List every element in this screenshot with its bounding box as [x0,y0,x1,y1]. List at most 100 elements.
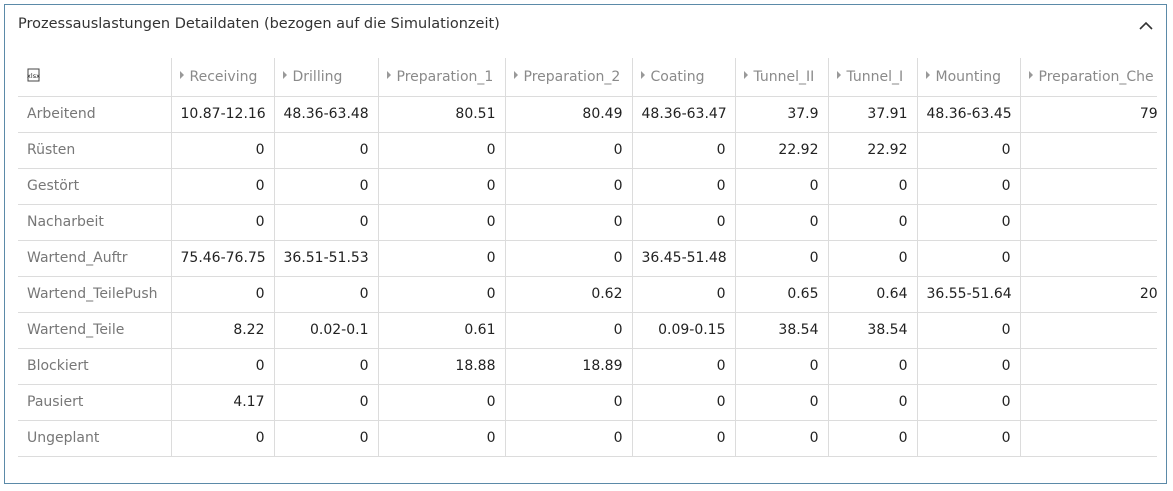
table-cell: 0 [917,348,1021,385]
table-cell: 0 [378,168,506,205]
table-cell: 0 [505,168,633,205]
table-cell: 0 [171,348,275,385]
excel-export-icon[interactable]: xlsx [26,68,42,82]
table-cell: 0 [735,420,829,457]
table-cell: 0 [917,168,1021,205]
table-cell: 0 [505,384,633,421]
table-cell: 0 [274,276,379,313]
table-cell: 10.87-12.16 [171,96,275,133]
table-cell: 36.45-51.48 [632,240,736,277]
table-cell: 0.62 [505,276,633,313]
column-header[interactable]: Receiving [171,58,275,97]
table-cell: 0 [632,132,736,169]
table-row: Wartend_Teile 8.22 0.02-0.1 0.61 0 0.09-0.15 3… [18,312,1157,349]
table-cell: 0 [917,204,1021,241]
table-cell: 0 [632,420,736,457]
table-row: Rüsten 0 0 0 0 0 22.92 22.92 0 [18,132,1157,169]
table-cell: 0 [274,384,379,421]
table-row: Arbeitend 10.87-12.16 48.36-63.48 80.51 80.4… [18,96,1157,133]
table-cell [1020,240,1157,277]
table-cell: 36.51-51.53 [274,240,379,277]
table-cell: 0 [828,384,918,421]
table-cell: 0 [274,348,379,385]
panel-title: Prozessauslastungen Detaildaten (bezogen… [18,16,500,32]
row-label: Rüsten [18,132,172,169]
table-cell: 0.09-0.15 [632,312,736,349]
table-cell: 0 [378,384,506,421]
table-cell: 0 [735,168,829,205]
table-cell: 38.54 [735,312,829,349]
collapse-button[interactable] [1139,21,1153,31]
table-cell: 0 [828,348,918,385]
table-cell: 0 [828,420,918,457]
table-cell: 0 [274,168,379,205]
column-header[interactable]: Preparation_1 [378,58,506,97]
table-cell [1020,168,1157,205]
table-cell: 18.88 [378,348,506,385]
table-cell: 0 [917,312,1021,349]
column-header-text: Preparation_2 [523,68,621,85]
table-cell: 0 [735,384,829,421]
export-cell: xlsx [18,58,172,97]
table-row: Wartend_Auftr 75.46-76.75 36.51-51.53 0 0 36.… [18,240,1157,277]
column-header[interactable]: Drilling [274,58,379,97]
table-cell [1020,204,1157,241]
column-header[interactable]: Coating [632,58,736,97]
table-cell: 0 [171,420,275,457]
table-row: Ungeplant 0 0 0 0 0 0 0 0 [18,420,1157,457]
column-header[interactable]: Preparation_2 [505,58,633,97]
table-row: Wartend_TeilePush 0 0 0 0.62 0 0.65 0.64 36.55-5… [18,276,1157,313]
table-cell [1020,420,1157,457]
table-cell: 0 [828,204,918,241]
table-cell: 0 [378,420,506,457]
table-cell: 36.55-51.64 [917,276,1021,313]
table-row: Gestört 0 0 0 0 0 0 0 0 [18,168,1157,205]
column-header-text: Mounting [935,68,1002,85]
column-header-text: Preparation_1 [396,68,494,85]
table-cell: 0 [735,348,829,385]
table-cell: 0 [274,204,379,241]
table-cell: 0 [632,276,736,313]
row-label: Wartend_Auftr [18,240,172,277]
table-cell: 8.22 [171,312,275,349]
table-row: Nacharbeit 0 0 0 0 0 0 0 0 [18,204,1157,241]
table-cell: 48.36-63.45 [917,96,1021,133]
table-cell: 20.1 [1020,276,1157,313]
column-header[interactable]: Tunnel_I [828,58,918,97]
table-cell: 0.61 [378,312,506,349]
table-wrapper: xlsx Receiving Drilling Preparation_1 Prepa… [18,58,1157,470]
table-cell: 0 [378,132,506,169]
svg-text:xlsx: xlsx [27,72,40,80]
column-header[interactable]: Tunnel_II [735,58,829,97]
column-header-text: Tunnel_II [753,68,815,85]
row-label: Nacharbeit [18,204,172,241]
column-header[interactable]: Preparation_Che [1020,58,1157,97]
table-cell: 0 [917,384,1021,421]
table-cell: 0 [505,240,633,277]
table-cell: 0 [505,312,633,349]
table-cell: 0 [828,240,918,277]
table-cell: 0 [505,132,633,169]
table-cell: 0 [917,420,1021,457]
column-header-text: Coating [650,68,705,85]
table-cell: 0 [505,204,633,241]
row-label: Ungeplant [18,420,172,457]
table-cell [1020,312,1157,349]
table-cell: 0 [378,276,506,313]
table-cell: 0.65 [735,276,829,313]
table-cell: 0 [378,240,506,277]
table-cell: 37.91 [828,96,918,133]
table-cell: 80.49 [505,96,633,133]
column-header-text: Preparation_Che [1038,68,1154,85]
row-label: Gestört [18,168,172,205]
table-cell [1020,132,1157,169]
column-header[interactable]: Mounting [917,58,1021,97]
data-table: xlsx Receiving Drilling Preparation_1 Prepa… [18,58,1157,457]
header-row: xlsx Receiving Drilling Preparation_1 Prepa… [18,58,1157,97]
row-label: Blockiert [18,348,172,385]
table-cell [1020,348,1157,385]
table-cell: 0 [632,384,736,421]
table-cell: 0 [505,420,633,457]
row-label: Pausiert [18,384,172,421]
